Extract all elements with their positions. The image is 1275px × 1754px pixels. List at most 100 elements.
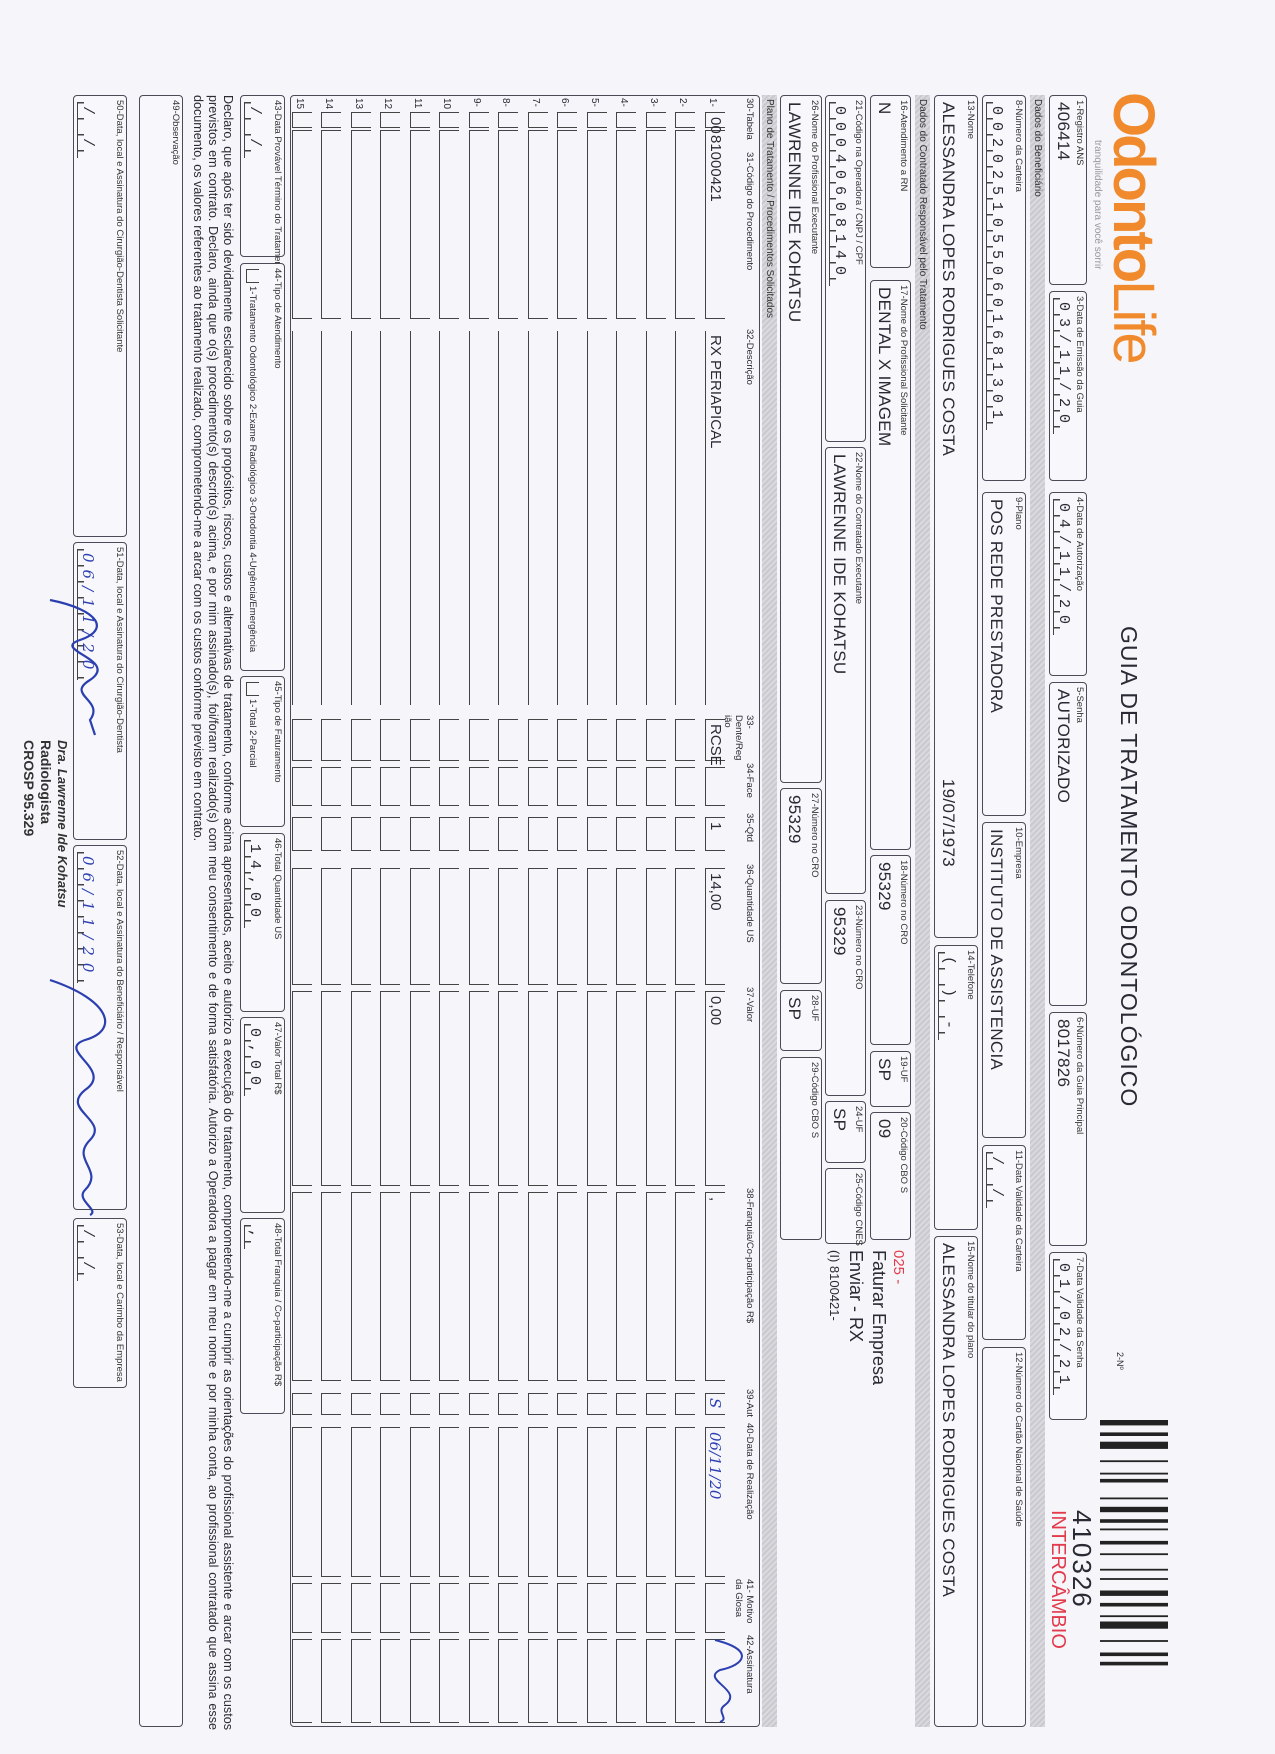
cell-descricao[interactable] — [557, 331, 578, 705]
cell-data[interactable] — [498, 1427, 519, 1577]
cell-franquia[interactable] — [675, 1192, 696, 1381]
cell-glosa[interactable] — [705, 1583, 725, 1633]
cell-qtd-us[interactable] — [321, 868, 342, 985]
cell-descricao[interactable] — [410, 331, 430, 705]
cell-valor[interactable] — [410, 991, 430, 1186]
cell-data[interactable] — [616, 1427, 637, 1577]
field-uf19[interactable]: 19-UF SP — [870, 1051, 911, 1107]
cell-assinatura[interactable] — [705, 1639, 725, 1723]
field-cro27[interactable]: 27-Número no CRO 95329 — [780, 788, 822, 984]
cell-tabela[interactable] — [292, 112, 312, 128]
cell-valor[interactable] — [646, 991, 666, 1186]
cell-descricao[interactable]: RX PERIAPICAL — [705, 331, 725, 705]
field-value[interactable]: 406414 — [1054, 102, 1073, 161]
cell-franquia[interactable] — [351, 1192, 371, 1381]
field-total-us46[interactable]: 46-Total Quantidade US 14,00 — [240, 833, 285, 1012]
cell-dente[interactable] — [439, 719, 460, 761]
cell-qtd-us[interactable] — [528, 868, 548, 985]
field-nome[interactable]: 13-Nome ALESSANDRA LOPES RODRIGUES COSTA 1… — [934, 95, 978, 938]
field-value[interactable]: SP — [785, 997, 804, 1021]
cell-franquia[interactable]: , — [705, 1192, 725, 1381]
cell-descricao[interactable] — [646, 331, 666, 705]
cell-qtd-us[interactable]: 14,00 — [705, 868, 725, 985]
cell-franquia[interactable] — [380, 1192, 401, 1381]
cell-glosa[interactable] — [675, 1583, 696, 1633]
field-validade-senha[interactable]: 7-Data Validade da Senha 01/02/21 — [1049, 1252, 1087, 1420]
cell-data[interactable] — [439, 1427, 460, 1577]
cell-face[interactable] — [469, 767, 489, 806]
cell-tabela[interactable] — [380, 112, 401, 128]
cell-assinatura[interactable] — [528, 1639, 548, 1723]
cell-valor[interactable]: 0,00 — [705, 991, 725, 1186]
field-value[interactable]: / / — [77, 1225, 96, 1282]
cell-franquia[interactable] — [587, 1192, 607, 1381]
cell-qtd-us[interactable] — [646, 868, 666, 985]
cell-glosa[interactable] — [498, 1583, 519, 1633]
cell-aut[interactable] — [469, 1393, 489, 1415]
cell-franquia[interactable] — [646, 1192, 666, 1381]
cell-face[interactable] — [292, 767, 312, 806]
cell-assinatura[interactable] — [616, 1639, 637, 1723]
cell-qtd-us[interactable] — [498, 868, 519, 985]
field-value[interactable]: ALESSANDRA LOPES RODRIGUES COSTA — [939, 102, 958, 457]
cell-face[interactable] — [557, 767, 578, 806]
field-value[interactable]: 03/11/20 — [1053, 298, 1072, 435]
field-value[interactable]: / / — [77, 102, 96, 159]
field-value[interactable]: LAWRENNE IDE KOHATSU — [785, 102, 804, 323]
cell-tabela[interactable] — [410, 112, 430, 128]
field-value[interactable]: 95329 — [830, 907, 849, 956]
cell-glosa[interactable] — [469, 1583, 489, 1633]
cell-qtd[interactable] — [351, 817, 371, 851]
cell-valor[interactable] — [380, 991, 401, 1186]
cell-face[interactable] — [380, 767, 401, 806]
cell-aut[interactable] — [528, 1393, 548, 1415]
field-uf28[interactable]: 28-UF SP — [780, 990, 822, 1051]
cell-valor[interactable] — [557, 991, 578, 1186]
cell-glosa[interactable] — [528, 1583, 548, 1633]
cell-franquia[interactable] — [439, 1192, 460, 1381]
cell-franquia[interactable] — [469, 1192, 489, 1381]
cell-data[interactable] — [469, 1427, 489, 1577]
cell-franquia[interactable] — [616, 1192, 637, 1381]
cell-qtd-us[interactable] — [351, 868, 371, 985]
field-value[interactable]: ALESSANDRA LOPES RODRIGUES COSTA — [939, 1243, 958, 1598]
field-carteira[interactable]: 8-Número da Carteira 00202510550601681301 — [982, 95, 1026, 481]
cell-face[interactable] — [498, 767, 519, 806]
cell-tabela[interactable] — [557, 112, 578, 128]
cell-dente[interactable] — [675, 719, 696, 761]
cell-codigo[interactable] — [292, 130, 312, 319]
field-value[interactable]: N — [875, 102, 894, 115]
field-value[interactable]: SP — [875, 1058, 894, 1082]
cell-data[interactable] — [646, 1427, 666, 1577]
cell-dente[interactable] — [351, 719, 371, 761]
cell-valor[interactable] — [351, 991, 371, 1186]
cell-valor[interactable] — [321, 991, 342, 1186]
cell-codigo[interactable] — [528, 130, 548, 319]
field-executante26[interactable]: 26-Nome do Profissional Executante LAWREN… — [780, 95, 822, 783]
cell-qtd[interactable] — [321, 817, 342, 851]
field-guia-principal[interactable]: 6-Número da Guia Principal 8017826 — [1049, 1012, 1087, 1246]
cell-qtd[interactable]: 1 — [705, 817, 725, 851]
cell-aut[interactable] — [675, 1393, 696, 1415]
field-value[interactable]: 0,00 — [244, 1024, 263, 1097]
cell-dente[interactable]: RCSE — [705, 719, 725, 766]
field-rn[interactable]: 16-Atendimento a RN N — [870, 95, 911, 268]
field-cro18[interactable]: 18-Número no CRO 95329 — [870, 855, 911, 1045]
cell-assinatura[interactable] — [498, 1639, 519, 1723]
cell-valor[interactable] — [587, 991, 607, 1186]
cell-descricao[interactable] — [292, 331, 312, 705]
cell-descricao[interactable] — [587, 331, 607, 705]
field-cbo20[interactable]: 20-Código CBO S 09 — [870, 1112, 911, 1240]
cell-descricao[interactable] — [439, 331, 460, 705]
checkbox[interactable] — [246, 269, 259, 283]
cell-tabela[interactable]: 00 — [705, 112, 725, 134]
cell-valor[interactable] — [439, 991, 460, 1186]
cell-assinatura[interactable] — [587, 1639, 607, 1723]
cell-qtd[interactable] — [292, 817, 312, 851]
cell-franquia[interactable] — [498, 1192, 519, 1381]
cell-qtd-us[interactable] — [675, 868, 696, 985]
cell-qtd-us[interactable] — [439, 868, 460, 985]
cell-face[interactable] — [616, 767, 637, 806]
cell-descricao[interactable] — [351, 331, 371, 705]
field-telefone[interactable]: 14-Telefone ( ) - — [934, 945, 978, 1230]
